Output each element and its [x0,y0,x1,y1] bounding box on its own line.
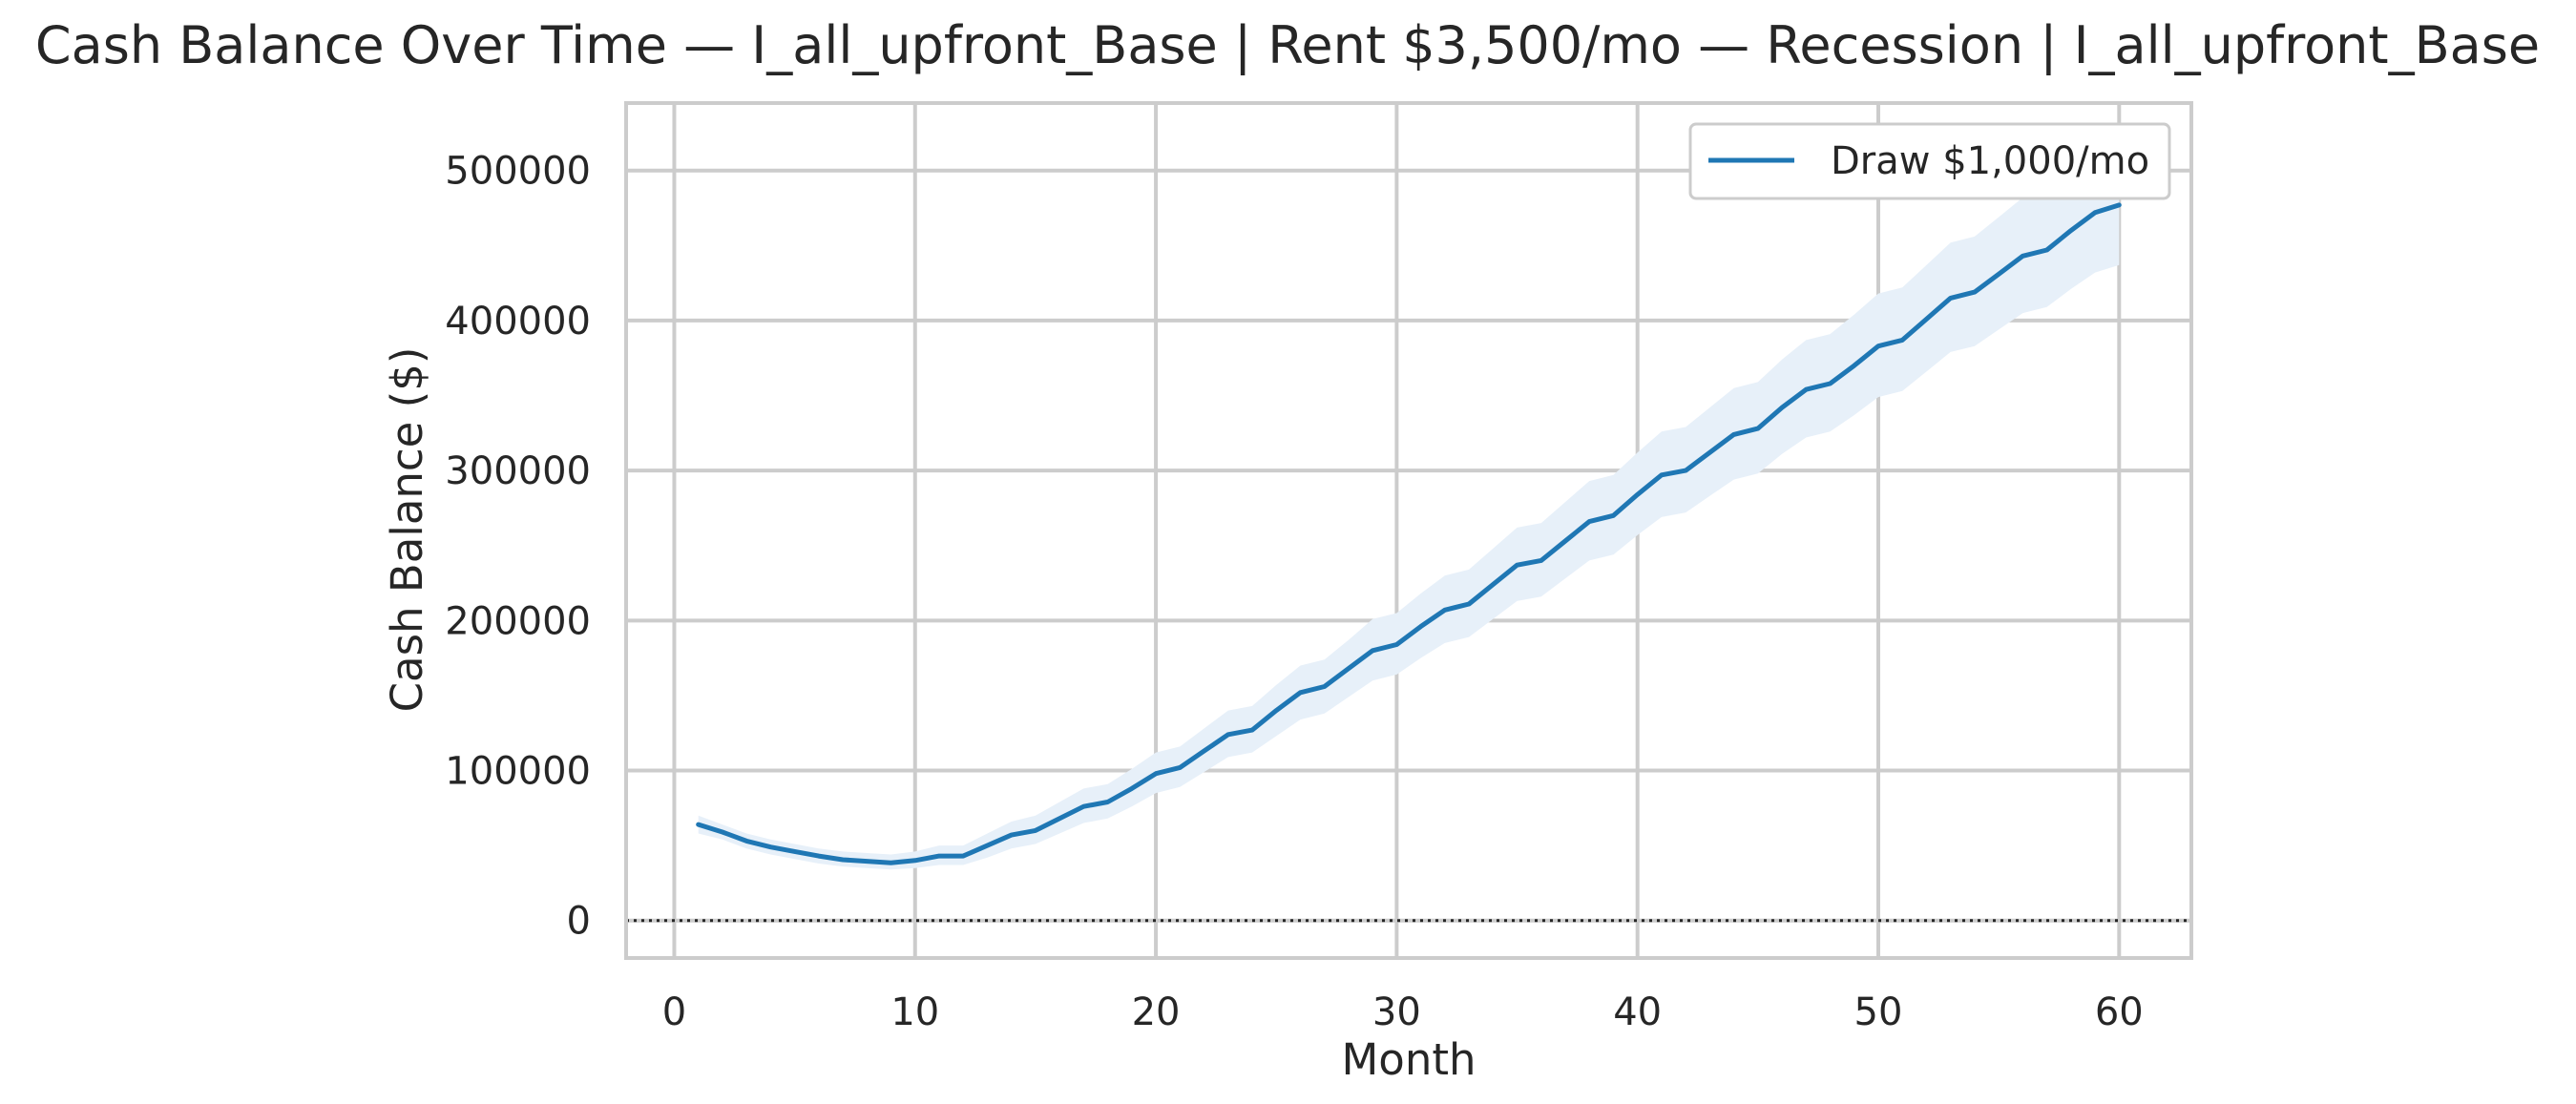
x-tick-label-5: 50 [1854,990,1903,1034]
y-tick-label-4: 400000 [445,300,591,344]
series-0-line [696,202,2122,865]
x-tick-label-2: 20 [1132,990,1181,1034]
legend-label: Draw $1,000/mo [1831,139,2149,183]
plot-frame [624,101,2193,960]
y-axis-label: Cash Balance ($) [382,347,432,713]
y-tick-label-3: 300000 [445,449,591,493]
chart-title: Cash Balance Over Time — I_all_upfront_B… [35,15,2540,75]
legend: Draw $1,000/mo [1688,122,2171,200]
x-axis-label: Month [1341,1034,1476,1085]
y-tick-labels: 0 100000 200000 300000 400000 500000 [445,150,591,944]
x-tick-label-1: 10 [890,990,939,1034]
x-tick-label-3: 30 [1372,990,1421,1034]
y-tick-label-0: 0 [567,900,591,944]
x-tick-label-6: 60 [2095,990,2144,1034]
y-tick-label-2: 200000 [445,599,591,643]
legend-box [1688,122,2171,200]
confidence-band-layer [698,143,2120,870]
x-tick-label-0: 0 [662,990,686,1034]
y-tick-label-5: 500000 [445,150,591,194]
grid-lines [626,103,2191,958]
x-tick-label-4: 40 [1613,990,1662,1034]
y-tick-label-1: 100000 [445,750,591,794]
series-line-layer [696,202,2122,865]
x-tick-labels: 0 10 20 30 40 50 60 [662,990,2144,1034]
series-0-band [698,143,2120,870]
